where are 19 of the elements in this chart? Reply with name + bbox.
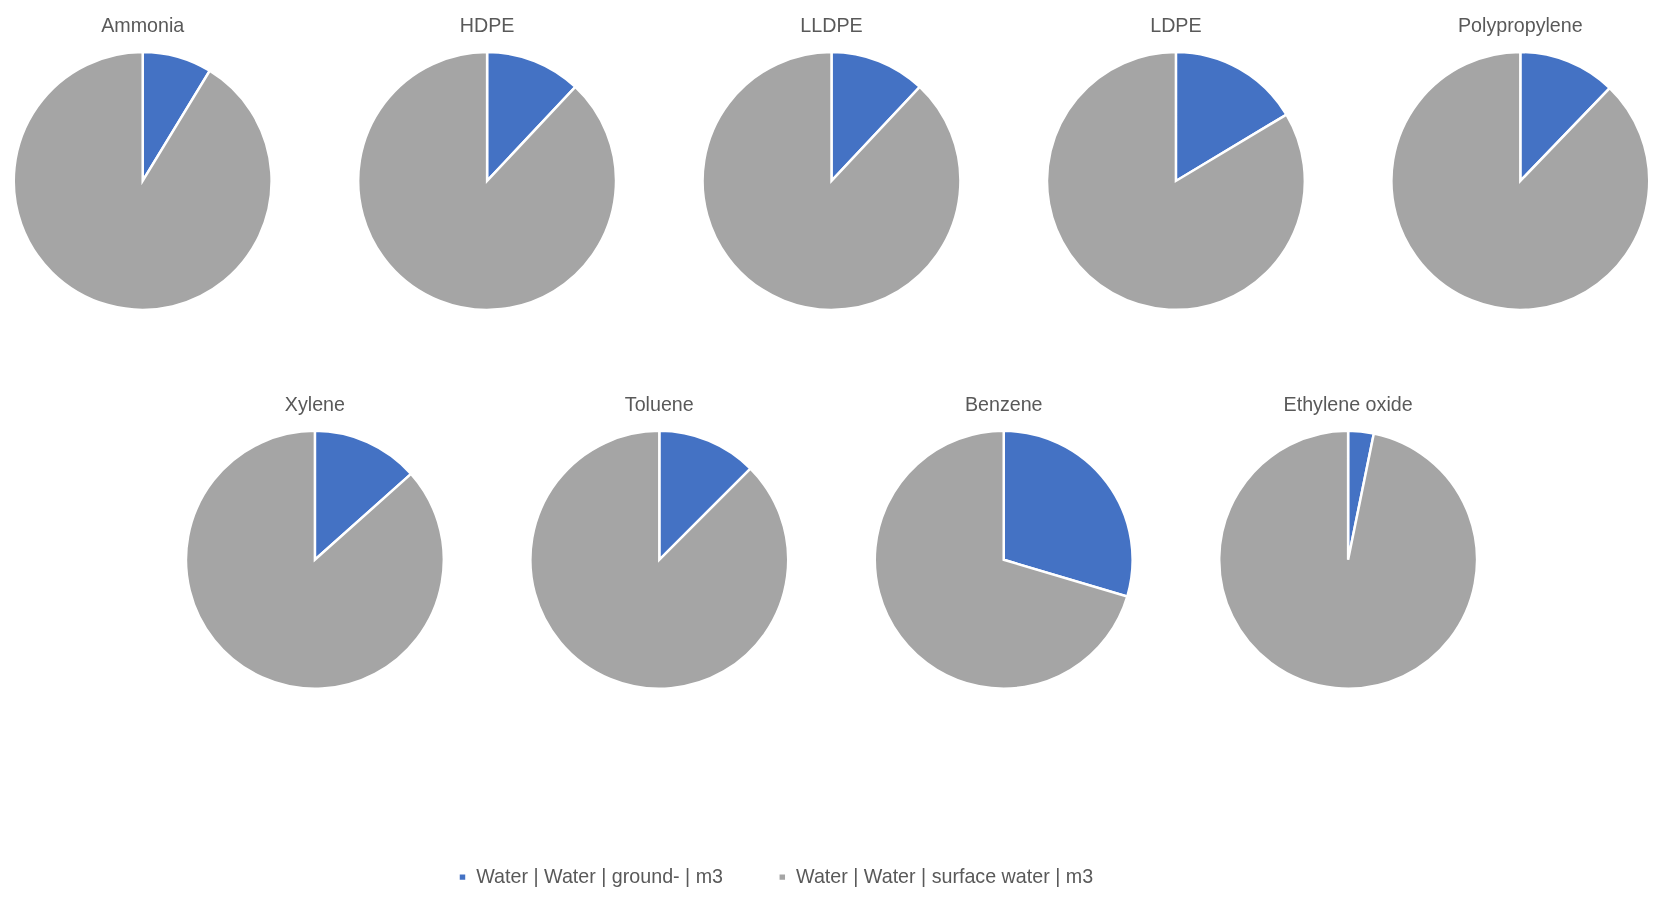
chart-title: Ethylene oxide	[1283, 392, 1413, 415]
chart-title: LLDPE	[800, 13, 863, 36]
legend-label: Water | Water | surface water | m3	[796, 865, 1094, 888]
chart-title: Ammonia	[101, 13, 185, 36]
legend-label: Water | Water | ground- | m3	[476, 865, 724, 888]
chart-title: HDPE	[459, 13, 515, 36]
pie-slice	[1218, 429, 1479, 690]
pie-slice	[1045, 50, 1306, 311]
chart-title: Toluene	[624, 392, 694, 415]
pie-slice	[529, 429, 790, 690]
pie-slice	[701, 50, 962, 311]
chart-title: Benzene	[964, 392, 1043, 415]
pie-slice	[184, 429, 445, 690]
chart-title: Polypropylene	[1457, 13, 1583, 36]
pie-slice	[1390, 50, 1651, 311]
pie-slice	[12, 50, 273, 311]
pie-slice	[357, 50, 618, 311]
chart-title: Xylene	[284, 392, 346, 415]
chart-title: LDPE	[1150, 13, 1202, 36]
